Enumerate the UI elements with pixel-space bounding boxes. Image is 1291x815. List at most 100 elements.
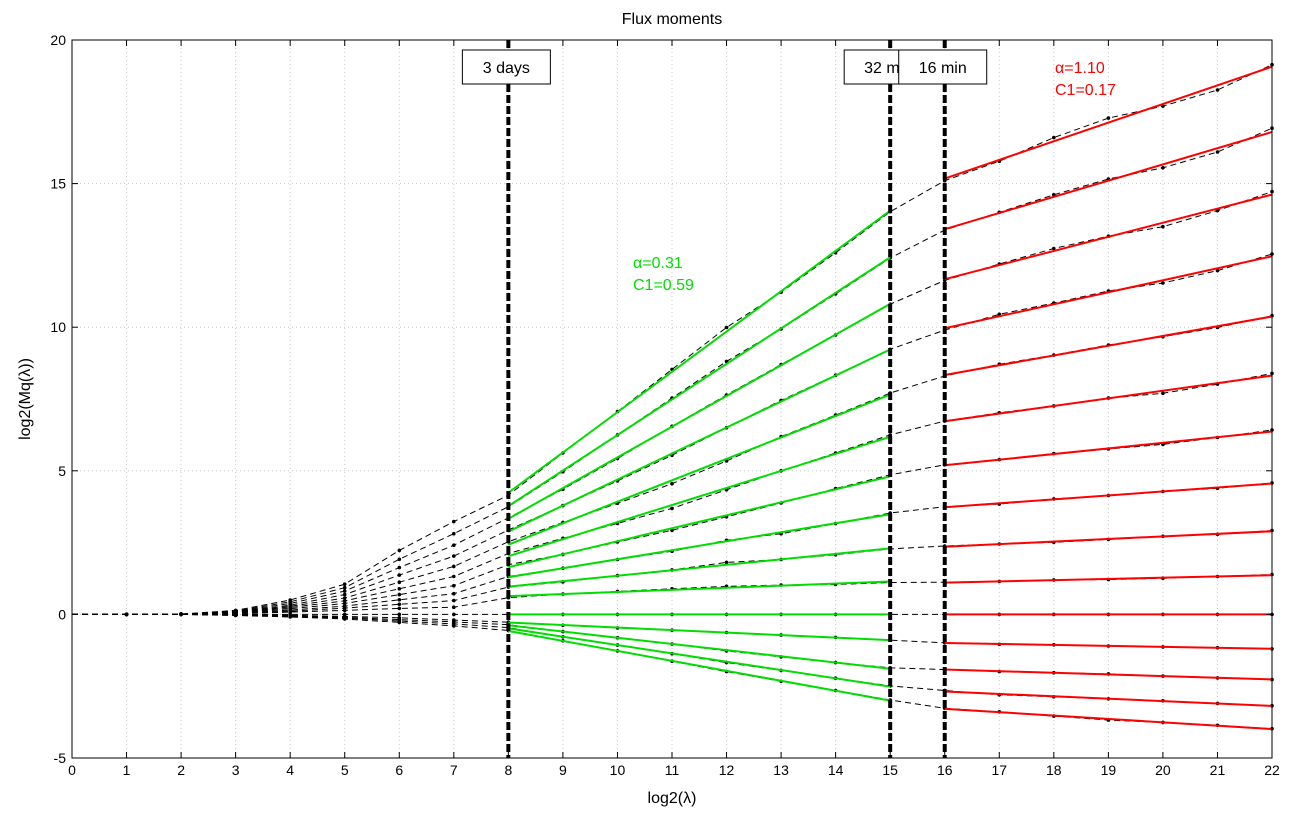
- x-tick-label: 12: [719, 762, 735, 778]
- fit-line-high-1: [944, 65, 1273, 180]
- data-point: [1052, 246, 1056, 251]
- fit-line-low-9: [508, 547, 891, 588]
- data-point: [452, 531, 456, 536]
- data-point: [397, 565, 402, 570]
- fit-line-low-13: [508, 624, 891, 670]
- fit-low-alpha: α=0.31: [633, 255, 683, 272]
- data-point: [342, 582, 347, 586]
- data-point: [397, 598, 402, 602]
- data-point: [452, 564, 456, 569]
- data-point: [1215, 268, 1220, 273]
- x-tick-label: 21: [1210, 762, 1226, 778]
- data-point: [397, 602, 402, 607]
- fit-line-low-1: [507, 209, 891, 494]
- fit-annotation-high: α=1.10 C1=0.17: [1055, 60, 1116, 99]
- data-point: [397, 612, 402, 617]
- data-point: [124, 612, 129, 617]
- x-tick-label: 16: [937, 762, 953, 778]
- data-point: [397, 592, 402, 597]
- x-tick-label: 13: [773, 762, 789, 778]
- fit-line-high-13: [944, 668, 1273, 681]
- marker-box-1: [461, 49, 551, 85]
- data-point: [397, 557, 402, 562]
- y-tick-label: -5: [54, 750, 67, 766]
- data-point: [452, 574, 456, 579]
- fit-line-high-5: [944, 315, 1273, 376]
- data-point: [452, 591, 456, 596]
- data-point: [1161, 391, 1165, 396]
- data-point: [670, 506, 674, 511]
- data-point: [342, 592, 347, 597]
- data-point: [452, 624, 456, 628]
- x-tick-label: 3: [232, 762, 240, 778]
- x-tick-label: 2: [177, 762, 185, 778]
- data-point: [397, 606, 402, 611]
- fit-line-high-4: [944, 255, 1273, 330]
- fit-line-high-8: [944, 482, 1273, 509]
- x-tick-label: 10: [610, 762, 626, 778]
- series-line-7: [72, 429, 1273, 615]
- fit-line-low-5: [507, 393, 891, 546]
- series-line-1: [72, 64, 1273, 615]
- fit-line-high-7: [944, 430, 1273, 467]
- fit-line-low-4: [507, 348, 891, 533]
- data-point: [397, 573, 402, 577]
- data-point: [342, 608, 347, 613]
- data-point: [1215, 150, 1220, 154]
- data-point: [452, 598, 456, 603]
- fit-line-low-10: [508, 580, 891, 598]
- data-point: [397, 548, 402, 553]
- x-tick-label: 11: [665, 762, 680, 778]
- data-point: [452, 554, 456, 558]
- marker-label-3: 16 min: [919, 60, 967, 77]
- x-tick-label: 7: [450, 762, 458, 778]
- data-point: [397, 620, 402, 625]
- x-tick-label: 5: [341, 762, 349, 778]
- fit-high-alpha: α=1.10: [1055, 60, 1105, 77]
- fit-line-high-6: [944, 374, 1273, 423]
- data-point: [288, 615, 293, 619]
- data-point: [1052, 135, 1056, 140]
- fit-line-low-12: [508, 621, 891, 642]
- data-point: [724, 325, 729, 330]
- data-point: [179, 612, 183, 617]
- x-tick-label: 0: [68, 762, 76, 778]
- data-point: [452, 519, 456, 524]
- tick-layer: 0 1 2 3 4 5 6 7 8 9 10 11 12 13 14 15 16 17 18 19 20 21 22-505…: [50, 32, 1280, 778]
- y-tick-label: 5: [58, 463, 66, 479]
- fit-line-high-3: [944, 193, 1273, 281]
- data-point: [724, 560, 729, 565]
- x-tick-label: 19: [1101, 762, 1117, 778]
- fit-line-high-15: [944, 707, 1273, 731]
- fit-line-low-7: [508, 475, 891, 569]
- x-tick-label: 15: [882, 762, 898, 778]
- data-point: [1106, 116, 1111, 120]
- y-tick-label: 15: [50, 176, 66, 192]
- fit-high-c1: C1=0.17: [1055, 82, 1116, 99]
- data-point: [233, 613, 238, 618]
- fit-line-low-14: [508, 627, 891, 688]
- data-point: [1215, 88, 1220, 92]
- y-tick-label: 20: [50, 32, 66, 48]
- fit-line-low-15: [508, 630, 891, 702]
- data-point: [342, 589, 347, 593]
- data-point: [342, 585, 347, 590]
- fit-line-low-8: [508, 513, 891, 579]
- fit-line-high-10: [944, 574, 1273, 584]
- x-tick-label: 20: [1155, 762, 1171, 778]
- data-point: [1161, 166, 1165, 170]
- x-tick-label: 17: [991, 762, 1007, 778]
- x-tick-label: 8: [504, 762, 512, 778]
- y-tick-label: 10: [50, 319, 66, 335]
- chart-title: Flux moments: [622, 11, 722, 28]
- data-point: [452, 583, 456, 588]
- fit-line-low-6: [508, 435, 891, 558]
- fit-annotation-low: α=0.31 C1=0.59: [633, 255, 694, 294]
- x-tick-label: 1: [123, 762, 131, 778]
- x-axis-label: log2(λ): [648, 790, 697, 807]
- data-point: [342, 596, 347, 600]
- data-point: [397, 587, 402, 591]
- fit-low-c1: C1=0.59: [633, 277, 694, 294]
